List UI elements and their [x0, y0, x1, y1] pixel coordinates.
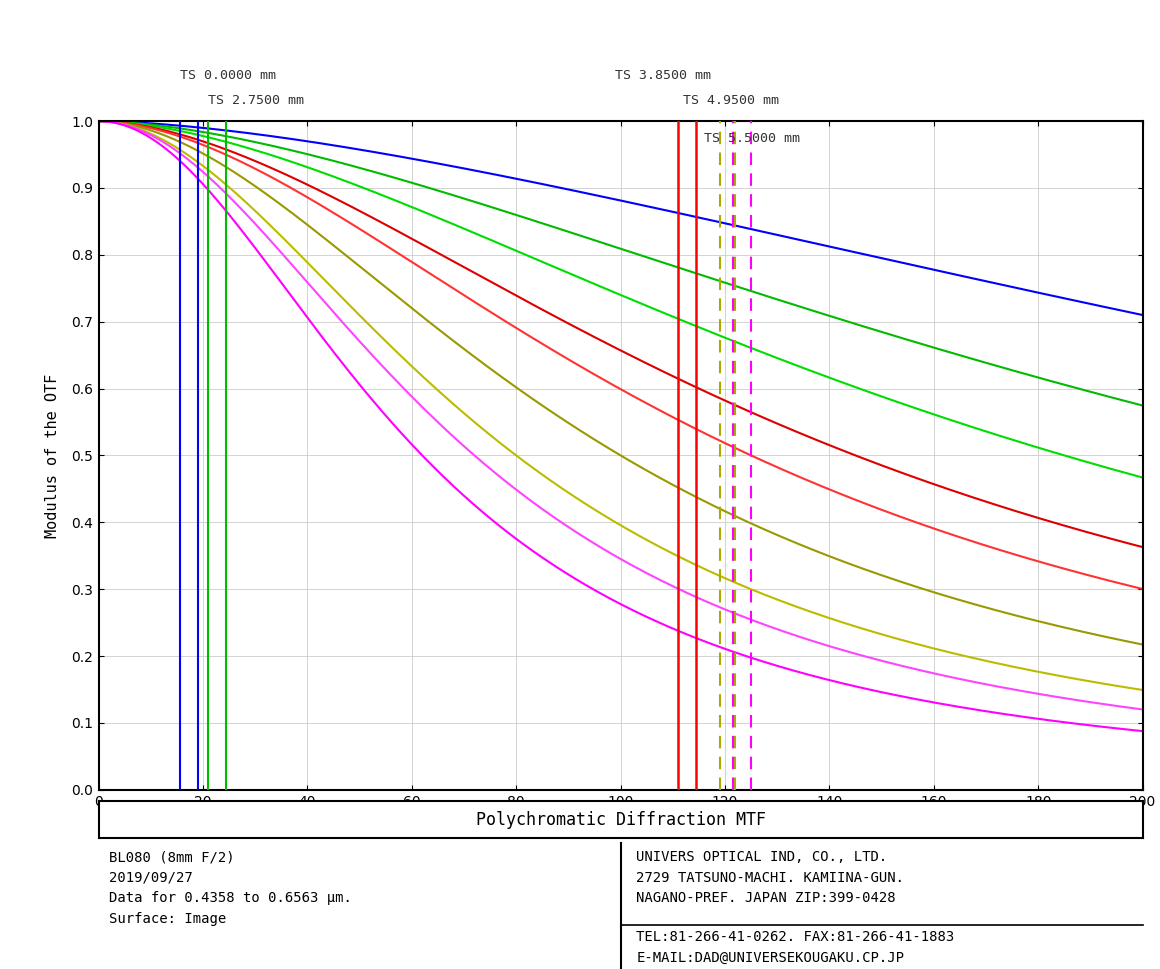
Text: TS 3.8500 mm: TS 3.8500 mm [615, 69, 711, 82]
Text: TEL:81-266-41-0262. FAX:81-266-41-1883
E-MAIL:DAD@UNIVERSEKOUGAKU.CP.JP: TEL:81-266-41-0262. FAX:81-266-41-1883 E… [636, 930, 955, 965]
Text: TS 0.0000 mm: TS 0.0000 mm [180, 69, 276, 82]
Text: TS 4.9500 mm: TS 4.9500 mm [683, 94, 780, 108]
Text: Polychromatic Diffraction MTF: Polychromatic Diffraction MTF [476, 811, 766, 828]
X-axis label: Spatial Frequency in cycles per mm: Spatial Frequency in cycles per mm [465, 821, 776, 835]
Text: TS 5.5000 mm: TS 5.5000 mm [704, 132, 800, 145]
Y-axis label: Modulus of the OTF: Modulus of the OTF [45, 373, 60, 538]
Text: BL080 (8mm F/2)
2019/09/27
Data for 0.4358 to 0.6563 μm.
Surface: Image: BL080 (8mm F/2) 2019/09/27 Data for 0.43… [109, 850, 351, 925]
Text: UNIVERS OPTICAL IND, CO., LTD.
2729 TATSUNO-MACHI. KAMIINA-GUN.
NAGANO-PREF. JAP: UNIVERS OPTICAL IND, CO., LTD. 2729 TATS… [636, 850, 905, 905]
Text: TS 2.7500 mm: TS 2.7500 mm [209, 94, 304, 108]
